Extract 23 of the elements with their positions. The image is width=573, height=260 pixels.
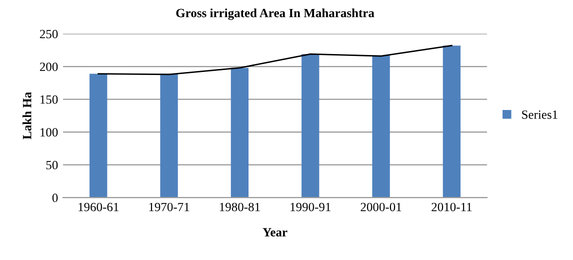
legend-label: Series1 <box>522 110 558 119</box>
y-tick-label: 50 <box>46 160 58 170</box>
y-tick-label: 250 <box>40 30 58 38</box>
bar <box>302 54 320 198</box>
x-tick-label: 1990-91 <box>290 202 330 212</box>
y-axis-title: Lakh Ha <box>22 92 32 140</box>
y-tick-label: 150 <box>40 95 58 104</box>
bar <box>442 46 461 198</box>
x-tick-label: 1970-71 <box>149 202 190 212</box>
x-tick-label: 2000-01 <box>360 202 402 212</box>
y-tick-label: 100 <box>40 128 58 137</box>
x-tick-label: 2010-11 <box>432 202 472 212</box>
chart-title: Gross irrigated Area In Maharashtra <box>176 8 374 20</box>
bar <box>90 74 108 198</box>
x-tick-label: 1980-81 <box>220 202 260 212</box>
y-tick-label: 200 <box>40 62 58 72</box>
bar <box>230 68 249 198</box>
bar <box>160 74 178 198</box>
x-tick-label: 1960-61 <box>78 202 118 212</box>
x-axis-title: Year <box>262 228 288 236</box>
y-tick-label: 0 <box>52 194 58 202</box>
line-series <box>98 44 452 76</box>
bar <box>372 55 390 198</box>
